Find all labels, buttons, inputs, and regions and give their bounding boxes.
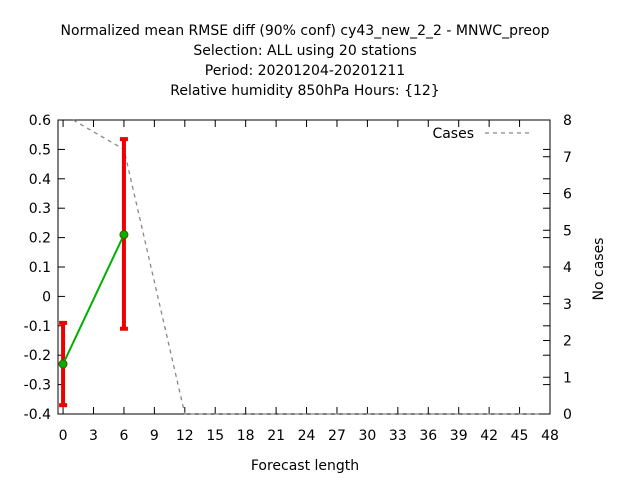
- x-tick-label: 39: [450, 428, 468, 444]
- x-tick-label: 24: [298, 428, 316, 444]
- plot-border: [57, 119, 551, 415]
- x-tick-label: 36: [419, 428, 437, 444]
- x-axis-label: Forecast length: [251, 458, 359, 474]
- legend: Cases: [432, 126, 530, 142]
- data-point: [119, 230, 129, 240]
- y2-tick-label: 0: [563, 407, 572, 423]
- title-line: Selection: ALL using 20 stations: [193, 43, 416, 59]
- y-tick-label: 0.5: [29, 142, 51, 158]
- y-tick-label: 0.4: [29, 172, 51, 188]
- data-point: [58, 359, 68, 369]
- y2-tick-label: 1: [563, 370, 572, 386]
- y-tick-label: -0.2: [24, 348, 51, 364]
- x-tick-label: 18: [237, 428, 255, 444]
- x-tick-label: 6: [119, 428, 128, 444]
- title-line: Period: 20201204-20201211: [205, 63, 405, 79]
- x-tick-label: 45: [511, 428, 529, 444]
- y-tick-label: 0.2: [29, 231, 51, 247]
- x-tick-label: 48: [541, 428, 559, 444]
- y-tick-label: 0: [42, 289, 51, 305]
- y-tick-label: 0.1: [29, 260, 51, 276]
- y2-tick-label: 6: [563, 187, 572, 203]
- x-tick-label: 0: [59, 428, 68, 444]
- x-tick-label: 30: [358, 428, 376, 444]
- y2-axis-ticks: 8 7 6 5 4 3 2 1 0: [543, 113, 572, 423]
- x-tick-label: 15: [206, 428, 224, 444]
- plot-frame: [57, 119, 551, 415]
- x-tick-label: 12: [176, 428, 194, 444]
- cases-line: [72, 119, 540, 415]
- x-tick-label: 3: [89, 428, 98, 444]
- x-tick-label: 27: [328, 428, 346, 444]
- y2-tick-label: 3: [563, 297, 572, 313]
- mean-diff-series: [58, 137, 129, 408]
- title-line: Normalized mean RMSE diff (90% conf) cy4…: [61, 23, 550, 39]
- x-tick-label: 9: [150, 428, 159, 444]
- y2-tick-label: 7: [563, 150, 572, 166]
- y2-tick-label: 8: [563, 113, 572, 129]
- mean-diff-line: [62, 234, 125, 365]
- y-axis-ticks: 0.6 0.5 0.4 0.3 0.2 0.1 0 -0.1 -0.2 -0.3 -0.4: [24, 113, 550, 423]
- title-line: Relative humidity 850hPa Hours: {12}: [170, 83, 439, 99]
- x-tick-label: 42: [480, 428, 498, 444]
- y-tick-label: 0.3: [29, 201, 51, 217]
- legend-label: Cases: [432, 126, 474, 142]
- y2-tick-label: 4: [563, 260, 572, 276]
- chart-title: Normalized mean RMSE diff (90% conf) cy4…: [61, 23, 550, 99]
- y2-tick-label: 2: [563, 334, 572, 350]
- y-tick-label: -0.4: [24, 407, 51, 423]
- x-axis-ticks: 0 3 6 9 12 15 18 21 24 27 30 33 36 39 42 45 48: [59, 120, 559, 444]
- y2-axis-label: No cases: [591, 238, 607, 301]
- y-tick-label: 0.6: [29, 113, 51, 129]
- y-tick-label: -0.1: [24, 319, 51, 335]
- cases-series: [72, 119, 540, 415]
- y2-tick-label: 5: [563, 223, 572, 239]
- x-tick-label: 21: [267, 428, 285, 444]
- x-tick-label: 33: [389, 428, 407, 444]
- y-tick-label: -0.3: [24, 378, 51, 394]
